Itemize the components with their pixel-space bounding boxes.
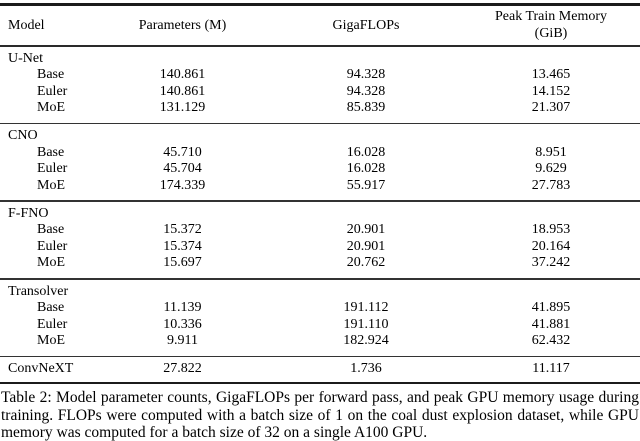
gigaflops-cell: 20.901 <box>346 222 386 238</box>
group-label-row: U-Net <box>0 51 640 68</box>
table-row: Euler 10.336 191.110 41.881 <box>0 317 640 334</box>
parameters-cell: 9.911 <box>167 333 198 349</box>
table-row: Base 45.710 16.028 8.951 <box>0 145 640 162</box>
model-variant-cell: Euler <box>37 161 68 177</box>
parameters-cell: 10.336 <box>163 316 202 332</box>
parameters-cell: 174.339 <box>159 177 206 193</box>
table-caption: Table 2: Model parameter counts, GigaFLO… <box>1 389 639 441</box>
memory-cell: 21.307 <box>531 100 571 115</box>
parameters-cell: 131.129 <box>159 100 206 115</box>
group-section-u-net: U-Net Base 140.861 94.328 13.465 Euler 1… <box>0 47 640 123</box>
model-label-cell: ConvNeXT <box>8 361 74 377</box>
table-row: MoE 9.911 182.924 62.432 <box>0 333 640 350</box>
group-divider-rule <box>0 277 640 280</box>
model-variant-cell: MoE <box>37 333 65 349</box>
group-divider-rule <box>0 122 640 125</box>
table-bottom-rule <box>0 381 640 385</box>
parameters-cell: 45.710 <box>163 144 202 160</box>
memory-cell: 41.895 <box>531 300 571 316</box>
group-label: U-Net <box>8 50 43 66</box>
table-row: Base 15.372 20.901 18.953 <box>0 222 640 239</box>
parameters-cell: 15.697 <box>163 255 202 271</box>
memory-cell: 41.881 <box>531 316 571 332</box>
header-parameters: Parameters (M) <box>138 17 227 33</box>
gigaflops-cell: 94.328 <box>346 67 386 82</box>
model-variant-cell: Base <box>37 222 65 238</box>
table-row: Base 140.861 94.328 13.465 <box>0 67 640 84</box>
table-row: Base 11.139 191.112 41.895 <box>0 300 640 317</box>
gigaflops-cell: 94.328 <box>346 83 386 99</box>
memory-cell: 8.951 <box>535 144 567 160</box>
gigaflops-cell: 182.924 <box>343 333 389 349</box>
group-label: F-FNO <box>8 205 49 221</box>
group-divider-rule <box>0 355 640 358</box>
model-variant-cell: Euler <box>37 238 68 254</box>
header-peak-memory-line2: (GiB) <box>534 26 568 41</box>
group-label: CNO <box>8 128 38 144</box>
memory-cell: 37.242 <box>531 255 571 271</box>
header-peak-memory-line1: Peak Train Memory <box>495 9 607 24</box>
table-top-rule <box>0 3 640 6</box>
model-variant-cell: MoE <box>37 177 65 193</box>
gigaflops-cell: 16.028 <box>346 144 386 160</box>
gigaflops-cell: 16.028 <box>346 161 386 177</box>
parameters-cell: 15.372 <box>163 222 202 238</box>
model-variant-cell: Base <box>37 67 65 82</box>
group-section-f-fno: F-FNO Base 15.372 20.901 18.953 Euler 15… <box>0 202 640 278</box>
memory-cell: 13.465 <box>531 67 571 82</box>
header-model: Model <box>8 17 45 33</box>
group-section-cno: CNO Base 45.710 16.028 8.951 Euler 45.70… <box>0 124 640 200</box>
footer-row-section: ConvNeXT 27.822 1.736 11.117 <box>0 357 640 382</box>
memory-cell: 9.629 <box>535 161 567 177</box>
table-header-row: Model Parameters (M) GigaFLOPs Peak Trai… <box>0 6 640 45</box>
gigaflops-cell: 191.112 <box>343 300 389 316</box>
model-variant-cell: Euler <box>37 316 68 332</box>
table-row: Euler 45.704 16.028 9.629 <box>0 161 640 178</box>
gigaflops-cell: 191.110 <box>343 316 389 332</box>
model-variant-cell: MoE <box>37 255 65 271</box>
memory-cell: 18.953 <box>531 222 571 238</box>
table-row: ConvNeXT 27.822 1.736 11.117 <box>0 361 640 378</box>
group-divider-rule <box>0 200 640 202</box>
memory-cell: 62.432 <box>531 333 571 349</box>
group-label: Transolver <box>8 283 69 299</box>
parameters-cell: 45.704 <box>163 161 202 177</box>
group-section-transolver: Transolver Base 11.139 191.112 41.895 Eu… <box>0 280 640 356</box>
memory-cell: 11.117 <box>532 361 570 377</box>
table-row: MoE 174.339 55.917 27.783 <box>0 178 640 195</box>
paper-table-figure: Model Parameters (M) GigaFLOPs Peak Trai… <box>0 3 640 441</box>
model-variant-cell: Euler <box>37 83 68 99</box>
group-label-row: F-FNO <box>0 206 640 223</box>
model-variant-cell: Base <box>37 300 65 316</box>
gigaflops-cell: 85.839 <box>346 100 386 115</box>
group-label-row: CNO <box>0 128 640 145</box>
gigaflops-cell: 1.736 <box>350 361 382 377</box>
header-rule <box>0 44 640 47</box>
table-row: MoE 131.129 85.839 21.307 <box>0 100 640 117</box>
parameters-cell: 11.139 <box>163 300 202 316</box>
gigaflops-cell: 55.917 <box>346 177 386 193</box>
header-peak-memory: Peak Train Memory (GiB) <box>462 8 640 42</box>
model-variant-cell: MoE <box>37 100 65 115</box>
parameters-cell: 140.861 <box>159 67 206 82</box>
model-variant-cell: Base <box>37 144 65 160</box>
header-gigaflops: GigaFLOPs <box>332 17 400 33</box>
memory-cell: 20.164 <box>531 238 571 254</box>
memory-cell: 14.152 <box>531 83 571 99</box>
group-label-row: Transolver <box>0 284 640 301</box>
table-row: MoE 15.697 20.762 37.242 <box>0 255 640 272</box>
parameters-cell: 27.822 <box>163 361 202 377</box>
gigaflops-cell: 20.901 <box>346 238 386 254</box>
parameters-cell: 15.374 <box>163 238 202 254</box>
gigaflops-cell: 20.762 <box>346 255 386 271</box>
parameters-cell: 140.861 <box>159 83 206 99</box>
table-row: Euler 15.374 20.901 20.164 <box>0 239 640 256</box>
memory-cell: 27.783 <box>531 177 571 193</box>
table-row: Euler 140.861 94.328 14.152 <box>0 84 640 101</box>
